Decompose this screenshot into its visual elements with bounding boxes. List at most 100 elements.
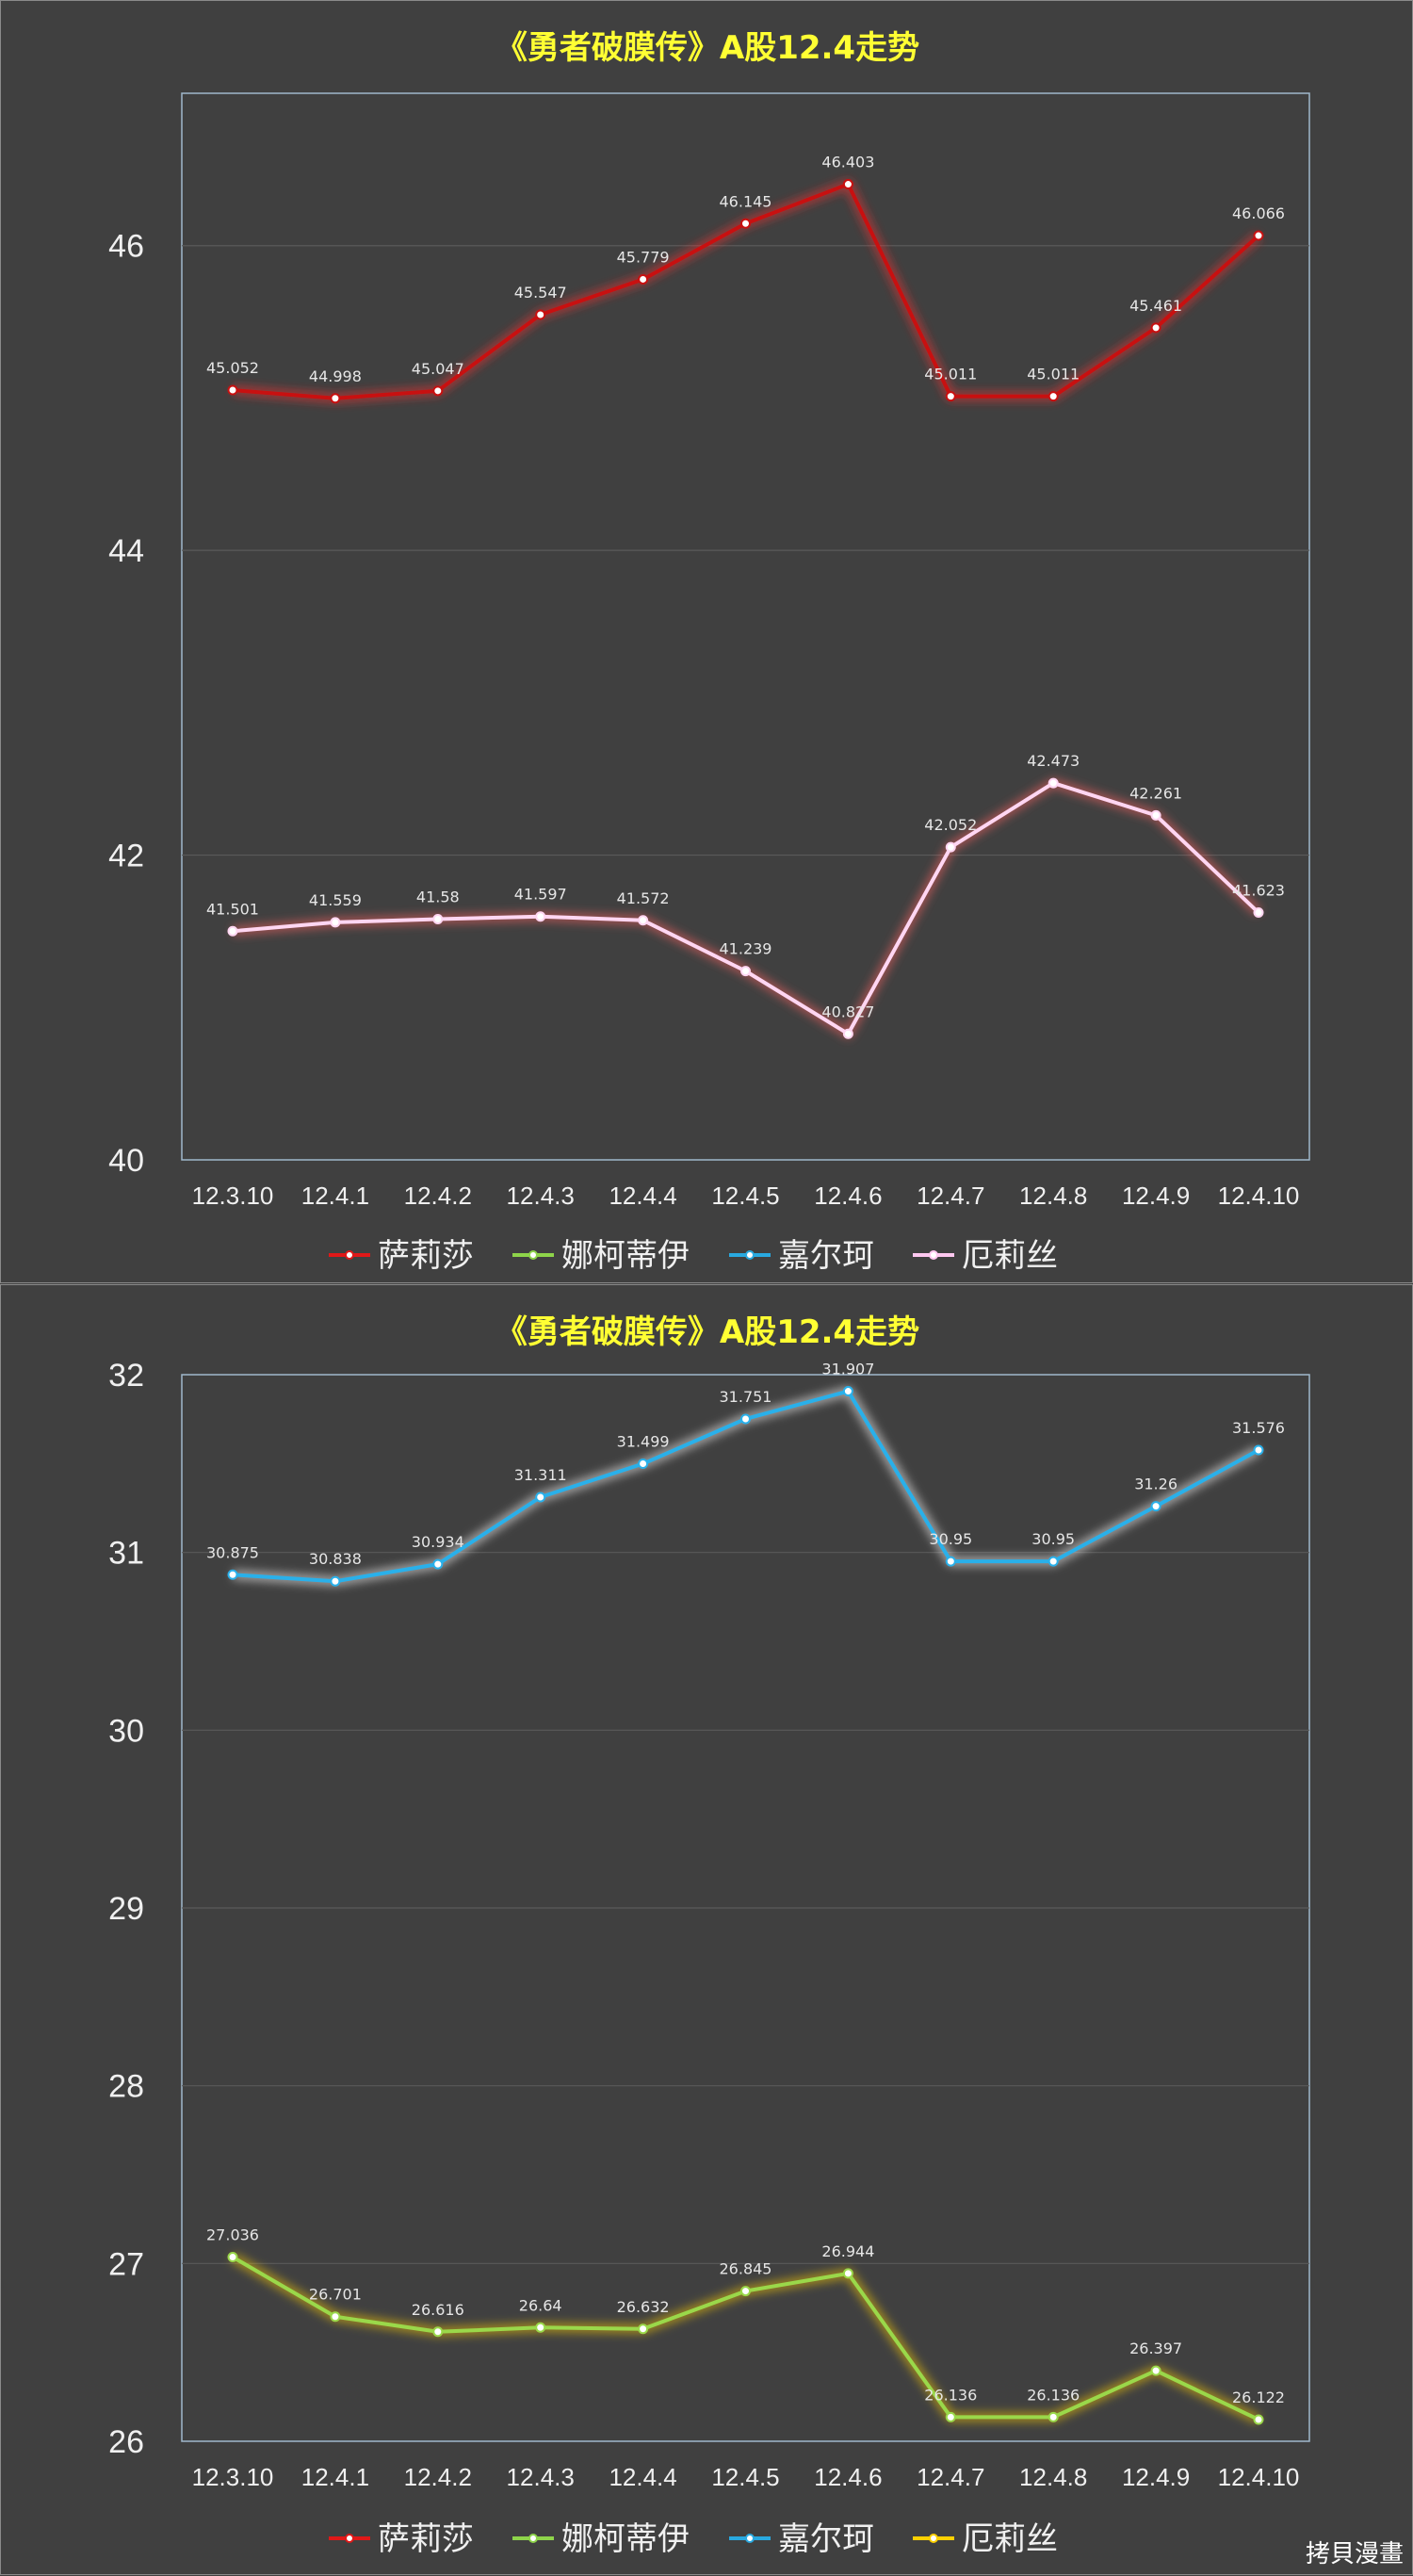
data-point [842,2268,853,2279]
legend-label: 萨莉莎 [378,1237,474,1275]
y-tick-label: 32 [108,1358,144,1394]
data-point [432,1558,444,1570]
data-label: 26.845 [720,2260,772,2278]
data-label: 31.499 [617,1433,670,1451]
y-tick-label: 30 [108,1713,144,1749]
data-label: 26.944 [821,2242,874,2260]
data-point [740,1413,751,1425]
legend-marker [345,1250,354,1260]
data-point [535,1492,546,1503]
data-label: 31.751 [720,1388,772,1406]
y-tick-label: 29 [108,1891,144,1927]
data-point [740,966,751,977]
data-point [1048,391,1059,402]
data-label: 41.58 [416,888,460,905]
data-point [227,925,238,937]
data-point [330,1575,341,1587]
legend-label: 嘉尔珂 [778,1237,874,1275]
data-label: 26.64 [519,2296,562,2314]
data-label: 45.547 [514,284,567,302]
plot-area [181,92,1310,1161]
data-point [535,309,546,320]
data-point [227,384,238,396]
legend-label: 厄莉丝 [962,1237,1058,1275]
data-point [1150,1501,1161,1512]
x-tick-label: 12.4.2 [404,1182,472,1210]
data-label: 44.998 [309,367,362,385]
data-label: 40.827 [821,1003,874,1020]
data-label: 46.403 [821,154,874,171]
legend-label: 娜柯蒂伊 [561,1237,690,1275]
chart-top: 40 42 44 46 12.3.10 12.4.1 12.4.2 12.4.3 12.4.4 1… [108,92,1310,1275]
legend-marker [929,1250,938,1260]
series-glow [232,179,1262,403]
x-tick-label: 12.4.2 [404,2463,472,2491]
x-tick-label: 12.4.5 [711,1182,779,1210]
data-label: 26.136 [924,2386,977,2404]
data-point [945,391,956,402]
data-label: 30.95 [929,1530,972,1548]
data-point [842,1386,853,1397]
data-point [1048,777,1059,789]
data-point [740,218,751,229]
x-tick-label: 12.4.5 [711,2463,779,2491]
legend-marker [745,2534,755,2543]
x-tick-label: 12.4.9 [1122,1182,1190,1210]
data-label: 45.011 [924,366,977,383]
y-tick-label: 40 [108,1143,144,1179]
data-label: 42.261 [1129,784,1182,802]
data-label: 45.052 [206,359,259,377]
data-point [535,911,546,922]
legend-marker [345,2534,354,2543]
legend-label: 娜柯蒂伊 [561,2520,690,2558]
data-point [638,273,649,285]
legend-marker [528,1250,538,1260]
data-label: 30.838 [309,1550,362,1568]
data-label: 41.597 [514,886,567,904]
data-point [1048,1556,1059,1567]
data-point [638,915,649,926]
x-tick-label: 12.4.1 [301,2463,369,2491]
data-label: 46.066 [1232,204,1285,222]
data-point [638,1459,649,1470]
data-label: 45.011 [1027,366,1080,383]
data-label: 42.052 [924,816,977,834]
data-label: 41.501 [206,900,259,918]
x-tick-label: 12.4.7 [917,1182,984,1210]
y-tick-label: 44 [108,533,144,569]
x-tick-label: 12.4.8 [1019,1182,1087,1210]
y-tick-label: 31 [108,1536,144,1572]
data-label: 41.559 [309,891,362,909]
data-point [945,2411,956,2422]
data-point [740,2286,751,2297]
chart-panel-bottom: 《勇者破膜传》A股12.4走势 26 27 28 29 30 31 32 12.3.10 12.… [0,1284,1413,2575]
data-point [1048,2411,1059,2422]
y-tick-label: 46 [108,229,144,265]
data-point [1150,2365,1161,2376]
data-point [1253,2414,1264,2425]
data-label: 46.145 [720,192,772,210]
data-point [432,913,444,924]
data-label: 45.461 [1129,297,1182,315]
x-tick-label: 12.4.3 [507,1182,575,1210]
y-tick-label: 26 [108,2424,144,2460]
data-point [945,841,956,853]
x-tick-label: 12.4.8 [1019,2463,1087,2491]
data-label: 31.311 [514,1466,567,1484]
legend-item: 娜柯蒂伊 [512,2520,690,2558]
data-label: 31.907 [821,1361,874,1378]
data-label: 42.473 [1027,752,1080,770]
data-point [842,1028,853,1039]
x-tick-label: 12.4.6 [814,2463,882,2491]
data-label: 26.632 [617,2298,670,2316]
legend-item: 萨莉莎 [329,2520,474,2558]
series-glow [232,778,1262,1039]
data-point [945,1556,956,1567]
data-point [1253,1444,1264,1456]
legend-item: 娜柯蒂伊 [512,1237,690,1275]
x-tick-label: 12.3.10 [192,2463,274,2491]
data-point [1150,322,1161,334]
data-label: 30.95 [1031,1530,1075,1548]
data-label: 41.572 [617,889,670,907]
x-tick-label: 12.4.10 [1218,1182,1300,1210]
